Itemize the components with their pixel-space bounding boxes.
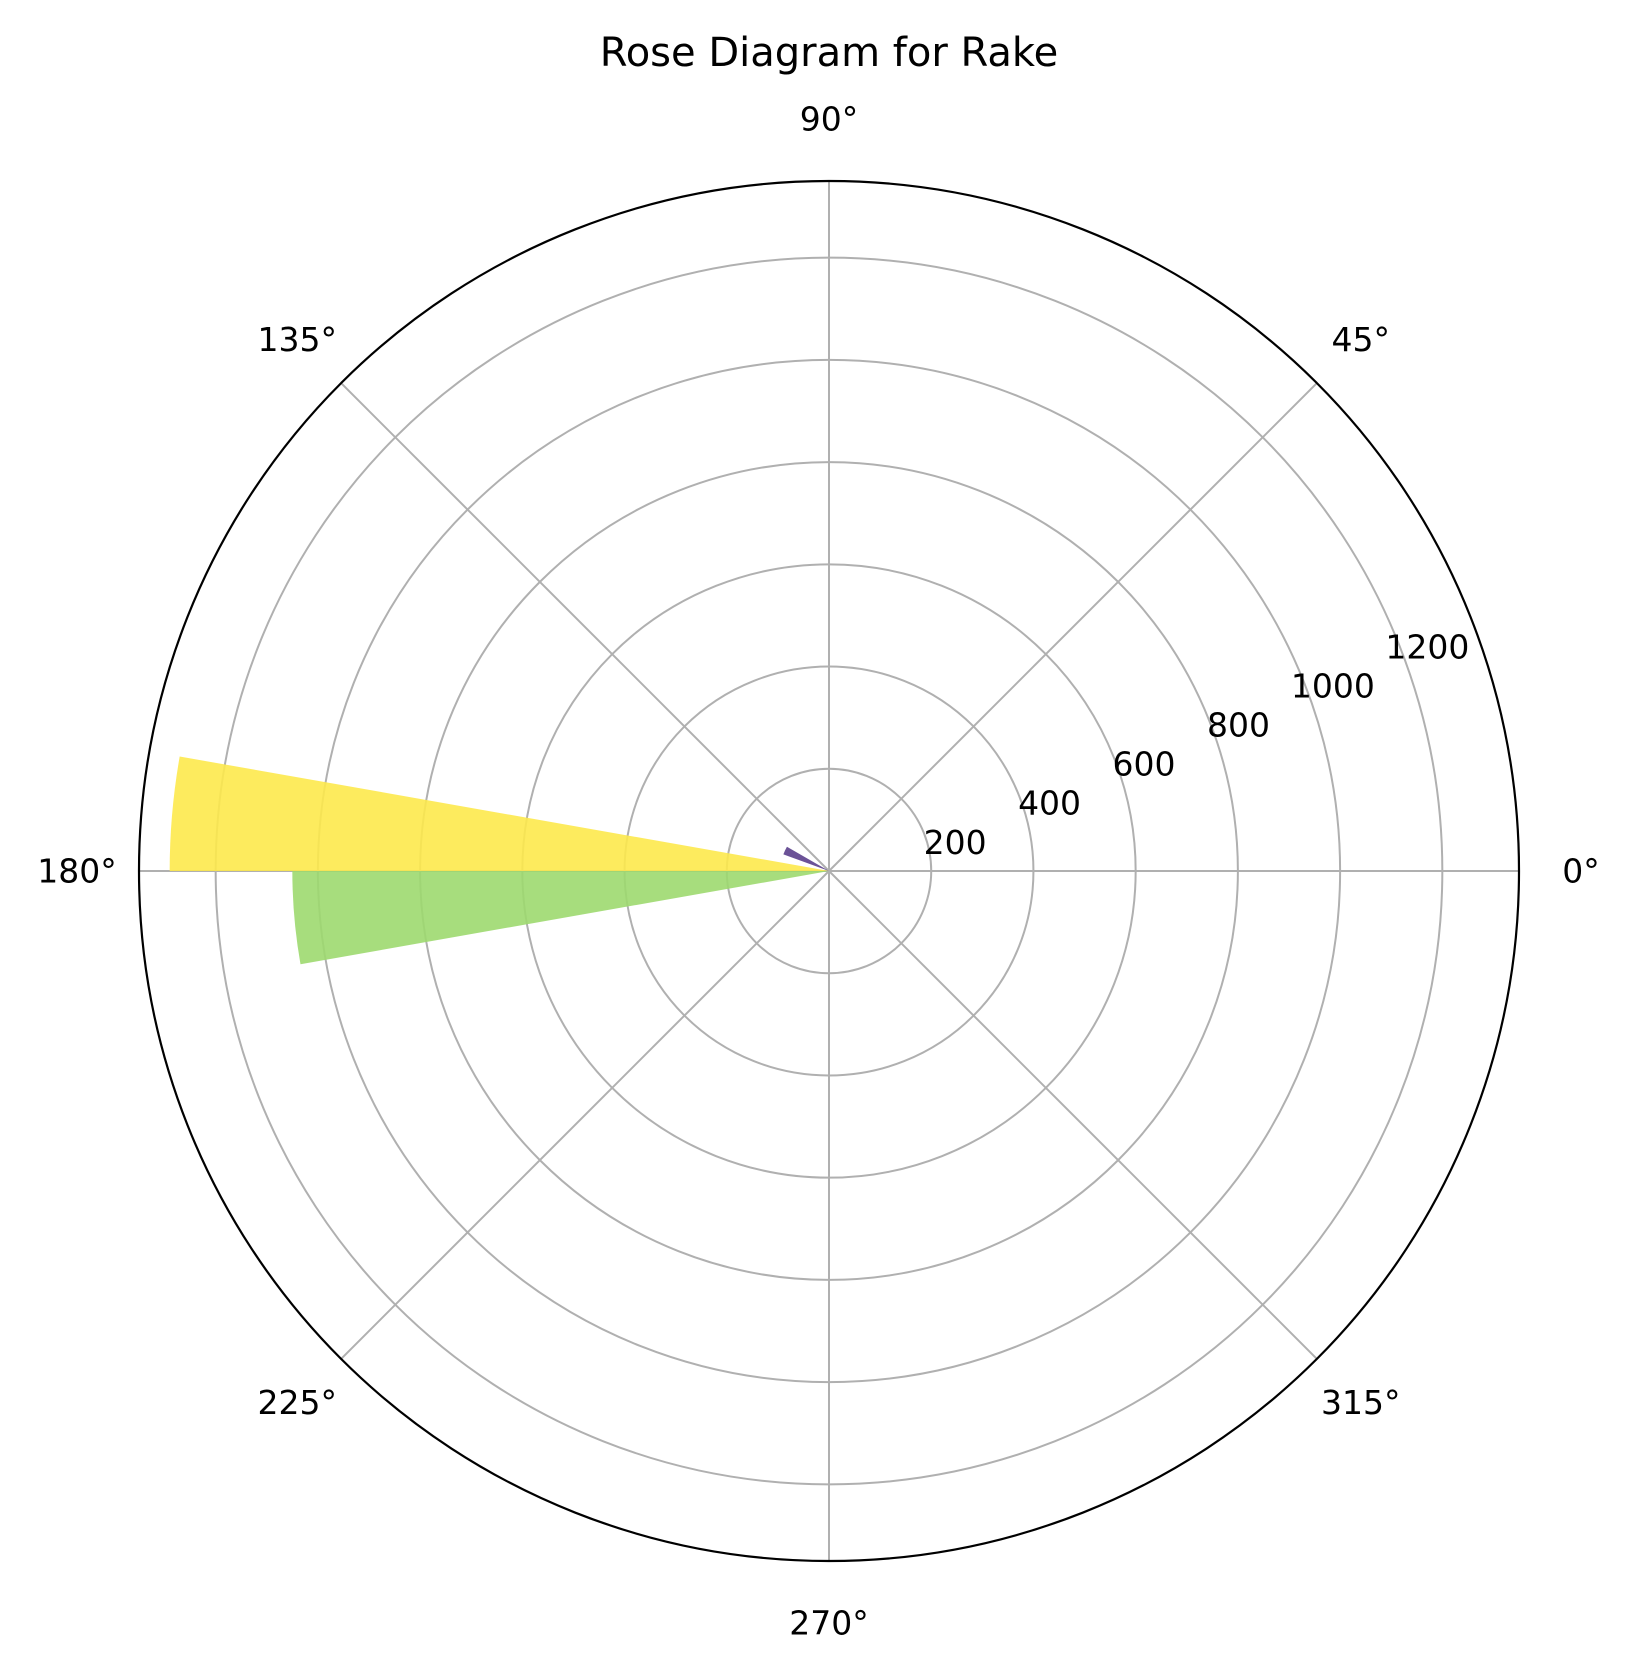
polar-frame <box>137 179 1521 1563</box>
rose-bar <box>292 871 829 965</box>
r-tick-label: 200 <box>924 823 987 862</box>
rose-bar <box>783 846 829 871</box>
theta-tick-label: 180° <box>37 852 117 891</box>
theta-tick-label: 315° <box>1321 1383 1401 1422</box>
r-tick-label: 600 <box>1113 745 1176 784</box>
theta-tick-label: 90° <box>800 100 859 139</box>
chart-title: Rose Diagram for Rake <box>600 30 1059 76</box>
radial-gridline <box>340 382 830 872</box>
r-tick-label: 1200 <box>1385 627 1469 666</box>
radial-gridline <box>340 870 830 1360</box>
theta-tick-label: 45° <box>1331 320 1390 359</box>
rose-bar <box>169 756 829 871</box>
bars <box>169 756 829 965</box>
theta-tick-label: 135° <box>258 320 338 359</box>
theta-tick-label: 270° <box>789 1604 869 1643</box>
radial-gridline <box>828 382 1318 872</box>
r-tick-label: 400 <box>1018 784 1081 823</box>
r-tick-label: 800 <box>1207 705 1270 744</box>
theta-tick-label: 0° <box>1562 852 1600 891</box>
radial-gridline <box>828 870 1318 1360</box>
tick-labels: 0° 45° 90° 135° 180° 225° 270° 315° 200 400 600 800… <box>37 100 1600 1643</box>
theta-tick-label: 225° <box>258 1383 338 1422</box>
r-tick-label: 1000 <box>1291 666 1375 705</box>
